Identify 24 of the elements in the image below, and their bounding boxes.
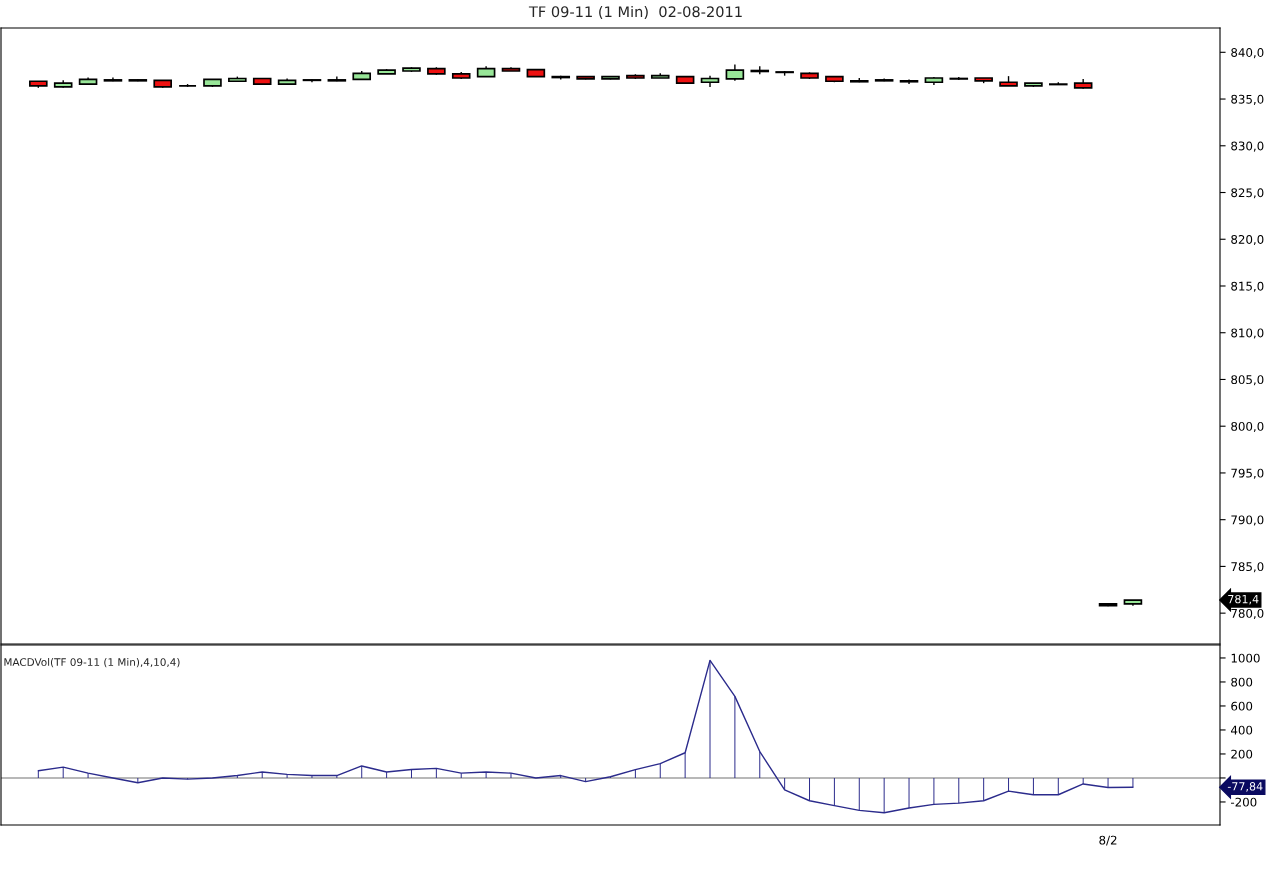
y-tick-label: 785,0: [1231, 562, 1264, 573]
y-tick-label: 840,0: [1231, 48, 1264, 59]
y-tick-label: 830,0: [1231, 141, 1264, 152]
y-tick-label: 790,0: [1231, 515, 1264, 526]
y-tick-label: 810,0: [1231, 328, 1264, 339]
y-tick-label: 815,0: [1231, 281, 1264, 292]
y-tick-label: 400: [1230, 725, 1253, 735]
text: MACDVol(TF 09-11 (1 Min),4,10,4): [4, 657, 180, 668]
y-tick-label: 825,0: [1231, 188, 1264, 199]
y-tick-label: 820,0: [1231, 234, 1264, 246]
y-tick-label: 780,0: [1231, 608, 1264, 620]
text: -77,84: [1227, 782, 1263, 792]
y-tick-label: 600: [1231, 701, 1253, 711]
y-tick-label: 200: [1231, 749, 1253, 759]
y-tick-label: 835,0: [1231, 94, 1264, 105]
text: 781,4: [1228, 594, 1259, 605]
chart-title: TF 09-11 (1 Min) 02-08-2011: [528, 5, 742, 19]
y-tick-label: -200: [1230, 797, 1257, 807]
x-tick-label: 8/2: [1099, 835, 1117, 846]
y-tick-label: 1000: [1231, 653, 1260, 663]
y-tick-label: 800: [1231, 677, 1253, 687]
y-tick-label: 795,0: [1231, 468, 1264, 479]
y-tick-label: 805,0: [1231, 375, 1264, 386]
y-tick-label: 800,0: [1231, 421, 1264, 433]
